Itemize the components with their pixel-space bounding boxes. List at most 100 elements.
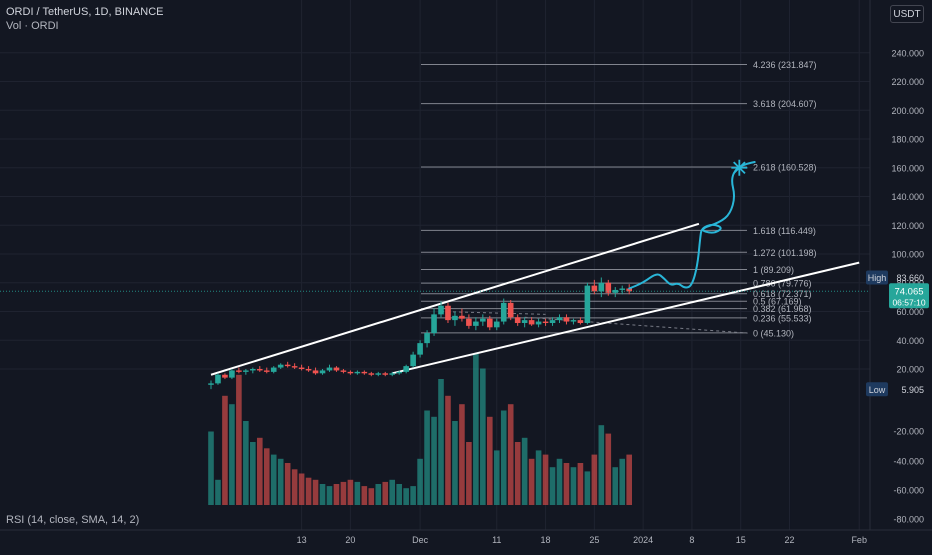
fib-level-label: 0.618 (72.371) [753,289,812,299]
candle-body [396,371,402,374]
volume-bar [305,477,312,505]
low-label-tag [866,382,888,397]
rsi-indicator-label[interactable]: RSI (14, close, SMA, 14, 2) [6,514,140,526]
candle-body [403,366,409,372]
volume-bar [256,437,263,505]
candle-body [438,305,444,315]
volume-indicator-label[interactable]: Vol · ORDI [6,20,59,32]
volume-bar [528,458,535,505]
candle-body [298,367,305,369]
volume-bar [284,463,291,505]
candle-body [333,367,340,371]
upper-channel-line [210,222,700,376]
volume-bar [612,467,619,505]
volume-axis-label: -60.000 [893,486,924,496]
candle-body [368,373,375,375]
volume-bar [368,488,375,505]
volume-bar [514,442,521,505]
fib-level-label: 0.236 (55.533) [753,313,812,323]
volume-bar [452,421,458,505]
price-axis-label: 180.000 [891,135,924,145]
fib-level-label: 0.786 (79.776) [753,279,812,289]
volume-bar [577,463,584,505]
candle-body [277,364,284,368]
candle-body [417,343,423,355]
volume-bar [250,442,256,505]
volume-bar [243,421,249,505]
fib-level-label: 4.236 (231.847) [753,60,817,70]
candle-body [577,320,584,323]
candle-body [347,371,354,374]
volume-bar [326,486,333,505]
fib-level-label: 1.272 (101.198) [753,248,817,258]
candle-body [410,354,416,367]
target-star [731,159,748,176]
fib-level-label: 0.5 (67.169) [753,297,802,307]
price-axis-label: 160.000 [891,163,924,173]
volume-bar [277,458,284,505]
volume-bar [480,368,486,505]
candle-body [256,369,263,371]
price-axis-label: 140.000 [891,192,924,202]
candle-body [340,370,347,372]
low-value: 5.905 [901,385,924,395]
volume-bar [424,410,430,505]
volume-bar [229,404,235,505]
volume-bar [298,473,305,505]
candle-body [263,370,270,372]
volume-bar [222,395,228,505]
time-axis-label: 25 [589,535,599,545]
volume-bar [445,395,451,505]
time-axis-label: 18 [541,535,551,545]
price-axis-label: 100.000 [891,250,924,260]
candle-body [528,320,535,325]
currency-button[interactable]: USDT [890,5,924,23]
candle-body [466,318,472,326]
volume-bar [215,479,221,505]
volume-bar [319,484,326,505]
volume-bar [270,454,277,505]
volume-bar [417,458,423,505]
volume-bar [493,450,500,505]
volume-bar [584,471,591,505]
candle-body [250,369,256,371]
candle-body [382,373,389,375]
candle-body [375,373,382,375]
volume-bar [410,486,416,505]
time-axis-label: 22 [785,535,795,545]
volume-bar [619,458,626,505]
candle-body [591,285,598,292]
candle-body [424,333,430,344]
volume-bar [389,479,396,505]
time-axis-label: 2024 [633,535,653,545]
volume-bar [507,404,514,505]
candle-body [487,318,493,328]
candle-body [549,320,556,323]
volume-bar [312,479,319,505]
symbol-title[interactable]: ORDI / TetherUS, 1D, BINANCE [6,6,164,18]
volume-bar [591,454,598,505]
volume-bar [626,454,632,505]
time-axis-label: Dec [412,535,429,545]
fib-level-label: 1 (89.209) [753,265,794,275]
volume-bar [291,469,298,505]
price-axis-label: 220.000 [891,77,924,87]
price-axis-label: 20.000 [896,365,924,375]
volume-bar [354,481,361,505]
time-axis-label: 15 [736,535,746,545]
lower-channel-line [391,261,860,375]
candle-body [270,367,277,372]
projection-drawing [628,161,756,290]
volume-bar [382,481,389,505]
candle-body [215,374,221,384]
volume-bar [500,410,507,505]
volume-bar [535,450,542,505]
countdown-timer: 06:57:10 [892,297,925,307]
candle-body [236,370,242,372]
candle-body [514,317,521,323]
fib-level-label: 1.618 (116.449) [753,226,816,236]
volume-bar [549,467,556,505]
